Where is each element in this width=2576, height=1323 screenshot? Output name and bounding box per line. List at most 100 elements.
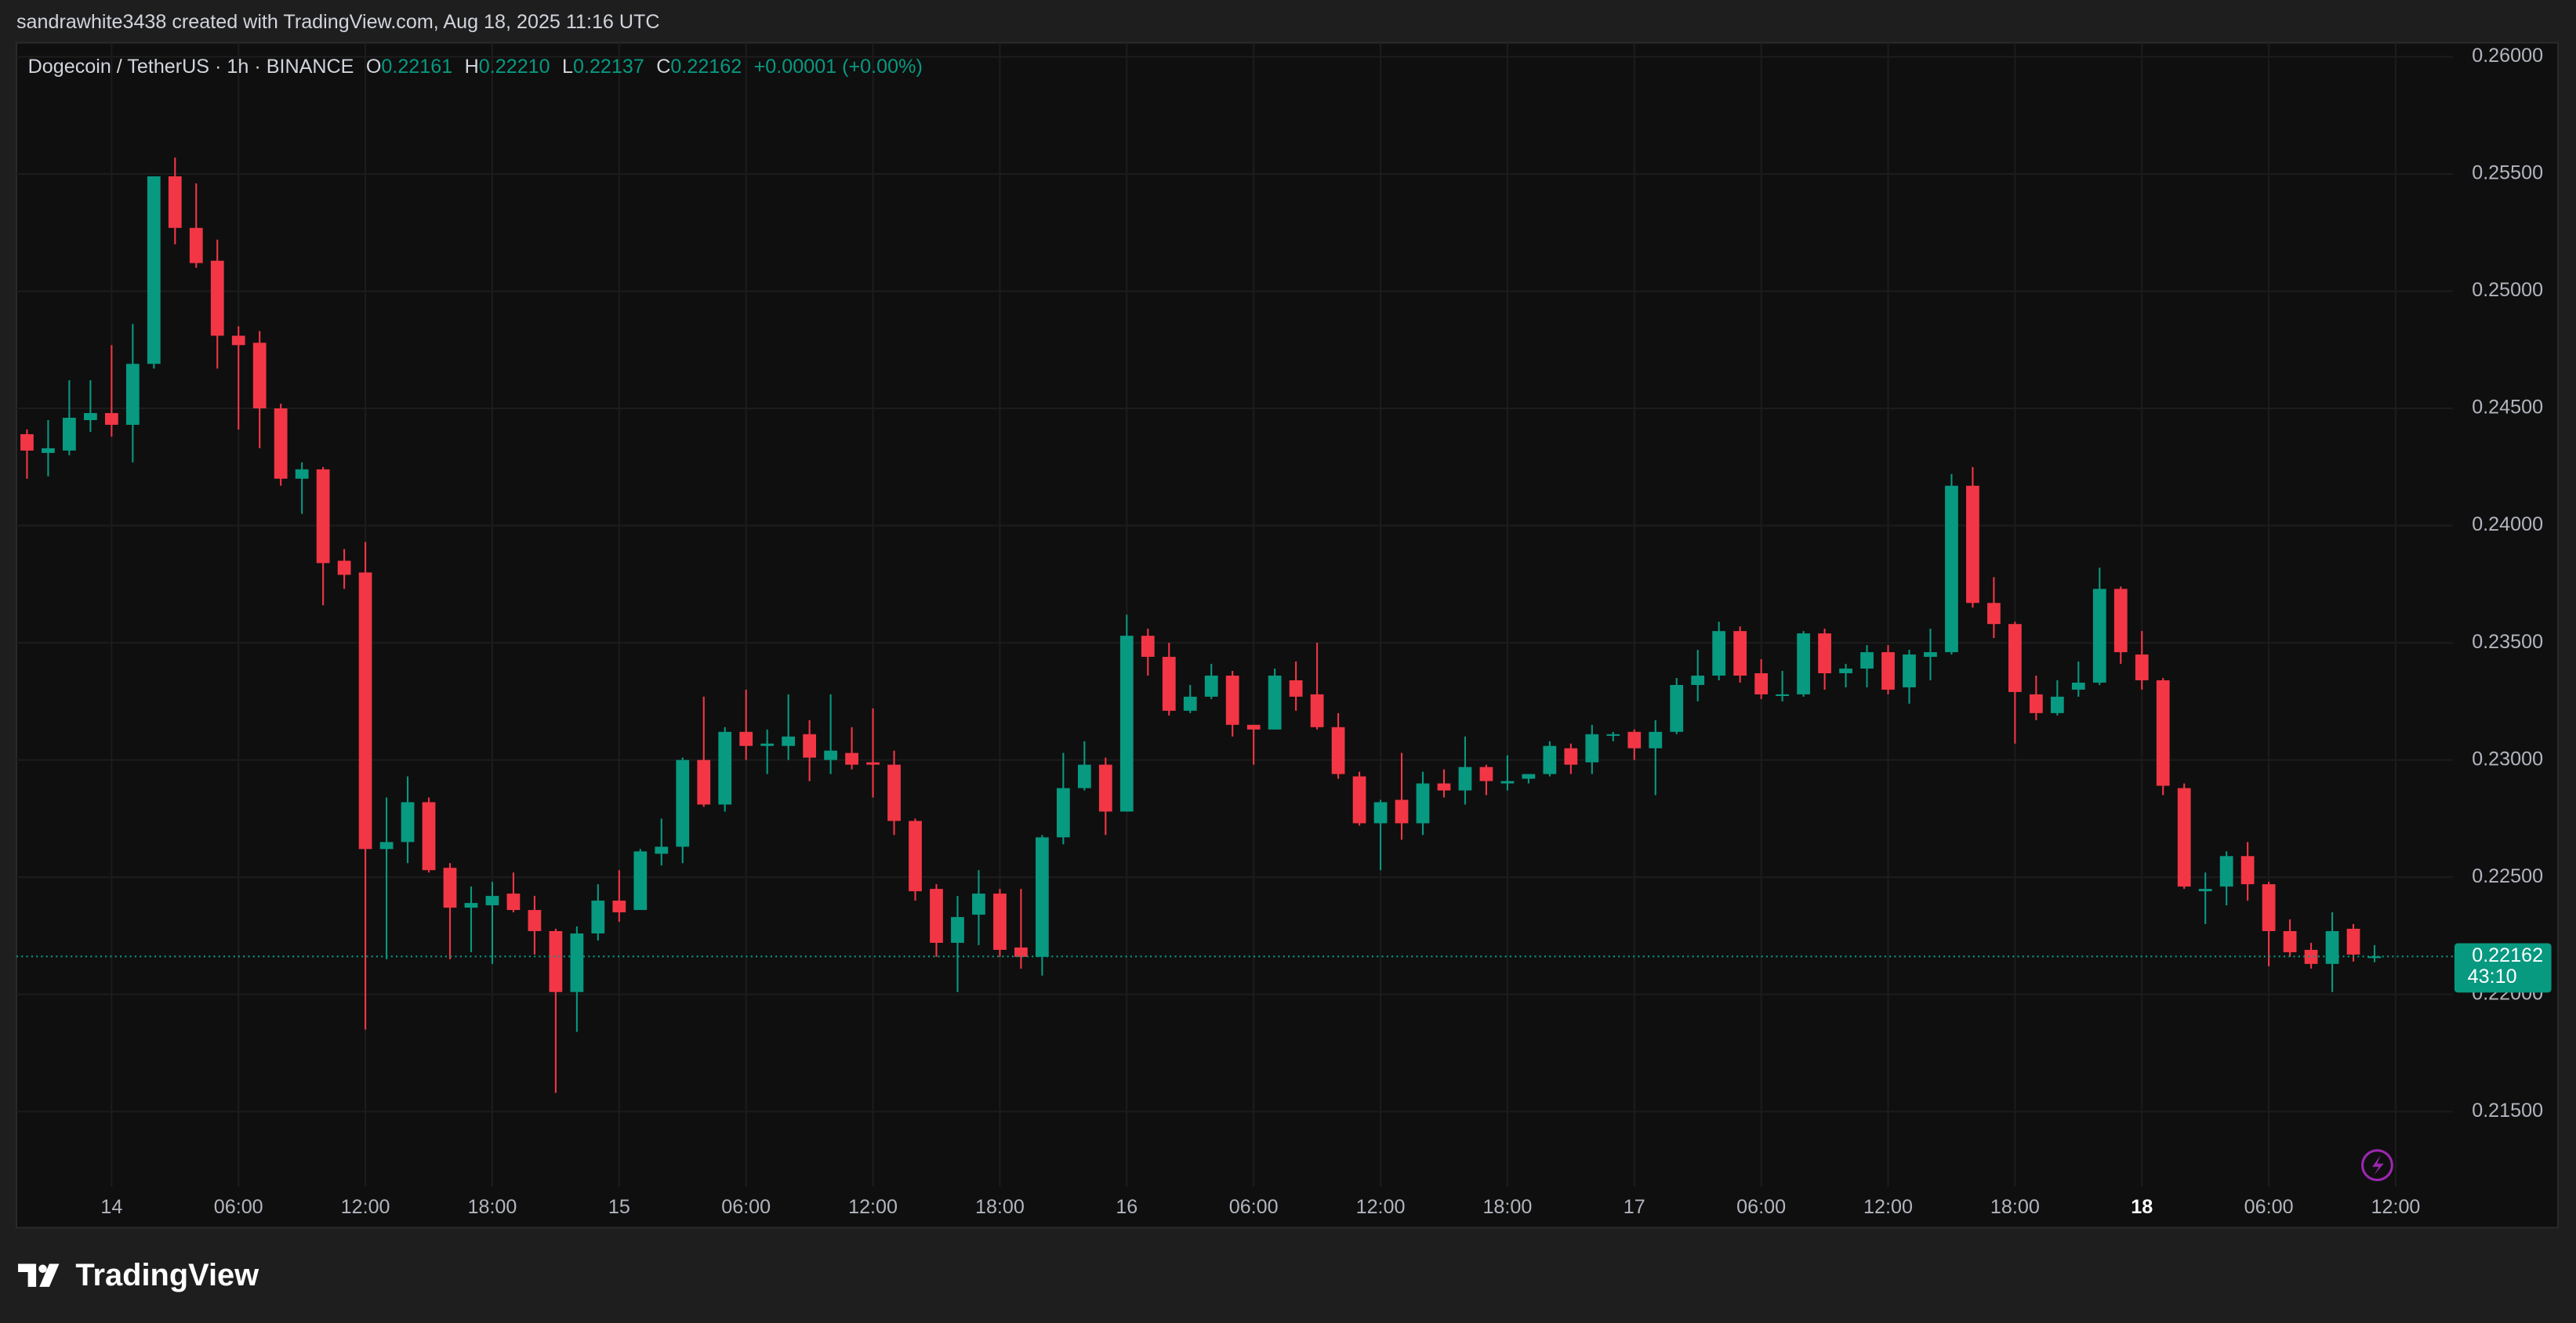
candle-body — [2325, 930, 2339, 964]
legend-c: C — [656, 56, 670, 78]
x-tick-label: 12:00 — [1863, 1196, 1913, 1218]
candle-body — [1522, 774, 1536, 779]
y-tick-label: 0.26000 — [2472, 45, 2543, 67]
x-tick-label: 18:00 — [1990, 1196, 2040, 1218]
candle-body — [612, 901, 626, 913]
candle-body — [1966, 485, 1979, 604]
candle-body — [718, 731, 732, 805]
candle-body — [1162, 657, 1176, 711]
x-tick-label: 17 — [1624, 1196, 1645, 1218]
candle-body — [42, 448, 55, 453]
candle-body — [1036, 837, 1049, 957]
logo-dot[interactable] — [38, 1264, 47, 1274]
candle-body — [570, 933, 584, 992]
candle-body — [2367, 956, 2382, 959]
candle-body — [464, 903, 478, 908]
legend-high: 0.22210 — [479, 56, 550, 78]
candle-body — [1733, 631, 1747, 676]
y-tick-label: 0.23500 — [2472, 631, 2543, 653]
candle-body — [2240, 856, 2255, 885]
candle-body — [782, 736, 796, 746]
candle-body — [1246, 724, 1261, 730]
chart-pane — [15, 42, 2559, 1229]
candle-body — [1881, 652, 1895, 690]
logo-t[interactable] — [18, 1263, 37, 1287]
candle-body — [972, 893, 985, 915]
x-tick-label: 06:00 — [1736, 1196, 1786, 1218]
candle-body — [2029, 694, 2043, 713]
candle-body — [125, 364, 140, 425]
candle-body — [1860, 652, 1874, 669]
candle-body — [2346, 928, 2360, 955]
candle-body — [866, 762, 880, 765]
y-tick-label: 0.21500 — [2472, 1100, 2543, 1122]
candle-body — [1373, 802, 1388, 824]
candle-body — [1776, 694, 1790, 697]
candle-body — [1754, 673, 1769, 694]
y-tick-label: 0.24500 — [2472, 397, 2543, 419]
candles — [20, 158, 2382, 1093]
header-text: sandrawhite3438 created with TradingView… — [16, 11, 660, 33]
logo-v[interactable] — [39, 1263, 60, 1287]
candle-body — [760, 743, 775, 746]
alert-circle[interactable] — [2360, 1149, 2393, 1182]
candle-body — [2304, 949, 2318, 964]
candle-body — [422, 802, 436, 871]
last-price-label: 0.22162 — [2472, 944, 2543, 966]
candle-body — [824, 750, 837, 760]
footer-brand[interactable]: TradingView — [75, 1258, 259, 1292]
candle-body — [2198, 889, 2212, 892]
candle-body — [1606, 734, 1620, 736]
candle-body — [63, 418, 76, 451]
candle-body — [316, 469, 330, 564]
candle-body — [2008, 624, 2022, 692]
candle-body — [1543, 745, 1557, 774]
y-tick-label: 0.24000 — [2472, 513, 2543, 535]
candle-body — [1056, 788, 1070, 838]
alert-icon[interactable] — [2360, 1149, 2393, 1182]
legend-l: L — [562, 56, 573, 78]
y-tick-label: 0.25000 — [2472, 279, 2543, 301]
candle-body — [1098, 764, 1112, 812]
candle-body — [1839, 669, 1852, 674]
candle-body — [358, 572, 372, 850]
candle-body — [803, 734, 817, 758]
candle-body — [1691, 675, 1705, 685]
legend-open: 0.22161 — [381, 56, 452, 78]
candle-body — [1627, 731, 1642, 748]
candle-body — [1119, 636, 1134, 812]
candle-body — [1225, 675, 1239, 725]
candle-body — [2113, 589, 2128, 653]
candle-body — [168, 176, 182, 228]
candle-body — [591, 901, 605, 933]
footer-logo[interactable]: TradingView — [18, 1258, 259, 1292]
alert-bolt[interactable] — [2372, 1155, 2384, 1176]
candle-body — [1585, 734, 1599, 763]
candle-body — [739, 731, 753, 746]
candle-body — [1183, 696, 1197, 711]
candle-body — [1014, 947, 1028, 957]
candle-body — [274, 408, 288, 479]
candle-body — [1797, 633, 1810, 694]
y-tick-label: 0.22500 — [2472, 865, 2543, 887]
candle-body — [1352, 776, 1366, 824]
candle-body — [1310, 694, 1324, 727]
candle-body — [2092, 589, 2106, 683]
candle-body — [1416, 783, 1430, 824]
candle-body — [2177, 788, 2191, 887]
candle-body — [506, 893, 521, 911]
candle-body — [189, 227, 203, 263]
candle-body — [1141, 636, 1155, 658]
candle-body — [1077, 764, 1091, 788]
candle-body — [1818, 633, 1831, 674]
candle-body — [2283, 930, 2297, 952]
candle-body — [147, 176, 161, 364]
candle-body — [379, 842, 394, 850]
y-tick-label: 0.23000 — [2472, 748, 2543, 770]
candle-body — [1458, 767, 1472, 791]
legend-low: 0.22137 — [573, 56, 644, 78]
x-tick-label: 18:00 — [975, 1196, 1025, 1218]
candle-body — [485, 896, 499, 906]
candle-body — [231, 335, 245, 346]
